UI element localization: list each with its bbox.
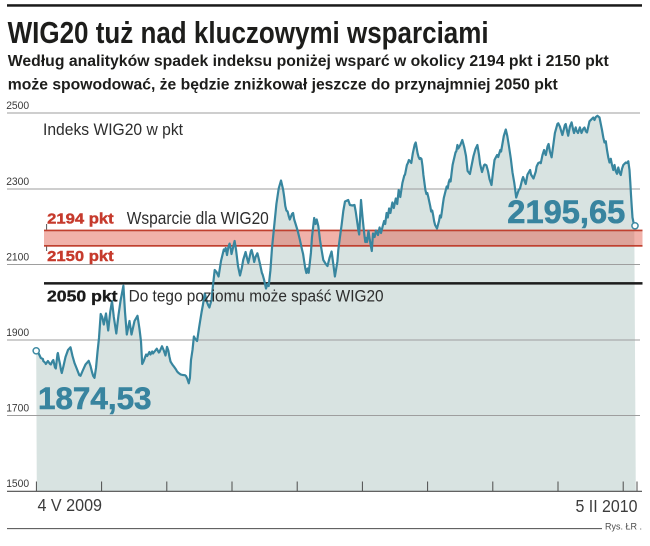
svg-text:2050 pkt: 2050 pkt [47, 288, 118, 305]
svg-text:może spowodować, że będzie zni: może spowodować, że będzie zniżkował jes… [8, 76, 558, 93]
svg-text:5 II 2010: 5 II 2010 [576, 496, 638, 516]
svg-text:Według analityków spadek indek: Według analityków spadek indeksu poniżej… [8, 53, 609, 70]
svg-text:2195,65: 2195,65 [507, 194, 625, 230]
svg-text:Do tego poziomu może spaść WIG: Do tego poziomu może spaść WIG20 [129, 287, 384, 306]
svg-text:2300: 2300 [6, 176, 29, 188]
svg-text:WIG20 tuż nad kluczowymi wspar: WIG20 tuż nad kluczowymi wsparciami [8, 15, 489, 50]
svg-text:Rys. ŁR .: Rys. ŁR . [605, 522, 642, 533]
svg-text:Wsparcie dla WIG20: Wsparcie dla WIG20 [127, 208, 269, 228]
svg-text:2500: 2500 [6, 100, 29, 112]
svg-text:4 V 2009: 4 V 2009 [38, 495, 103, 515]
svg-text:1500: 1500 [6, 478, 29, 490]
svg-text:2100: 2100 [6, 251, 29, 263]
svg-text:1874,53: 1874,53 [38, 380, 152, 416]
svg-text:Indeks WIG20 w pkt: Indeks WIG20 w pkt [43, 120, 183, 139]
svg-text:2150 pkt: 2150 pkt [47, 249, 114, 265]
svg-text:1700: 1700 [6, 402, 29, 414]
svg-text:1900: 1900 [6, 327, 29, 339]
svg-text:2194 pkt: 2194 pkt [47, 211, 114, 227]
